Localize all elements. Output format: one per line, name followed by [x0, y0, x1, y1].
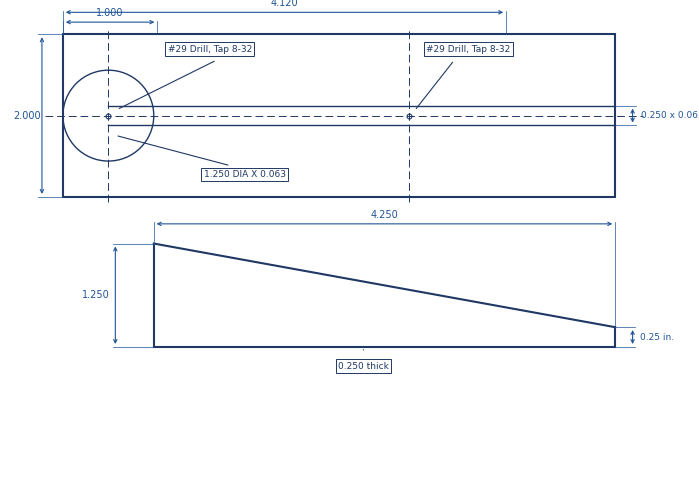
- Text: 1.250 DIA X 0.063: 1.250 DIA X 0.063: [203, 170, 286, 179]
- Text: 1.000: 1.000: [96, 8, 124, 18]
- Text: 0.250 thick: 0.250 thick: [338, 362, 389, 370]
- Text: 2.000: 2.000: [13, 111, 41, 121]
- Text: 0.250 x 0.063: 0.250 x 0.063: [641, 111, 699, 120]
- Text: #29 Drill, Tap 8-32: #29 Drill, Tap 8-32: [168, 45, 252, 54]
- Bar: [63, 34, 615, 197]
- Text: 0.25 in.: 0.25 in.: [640, 333, 674, 341]
- Text: 1.250: 1.250: [82, 290, 110, 300]
- Text: 4.250: 4.250: [370, 210, 398, 220]
- Text: #29 Drill, Tap 8-32: #29 Drill, Tap 8-32: [426, 45, 510, 54]
- Text: 4.120: 4.120: [271, 0, 298, 8]
